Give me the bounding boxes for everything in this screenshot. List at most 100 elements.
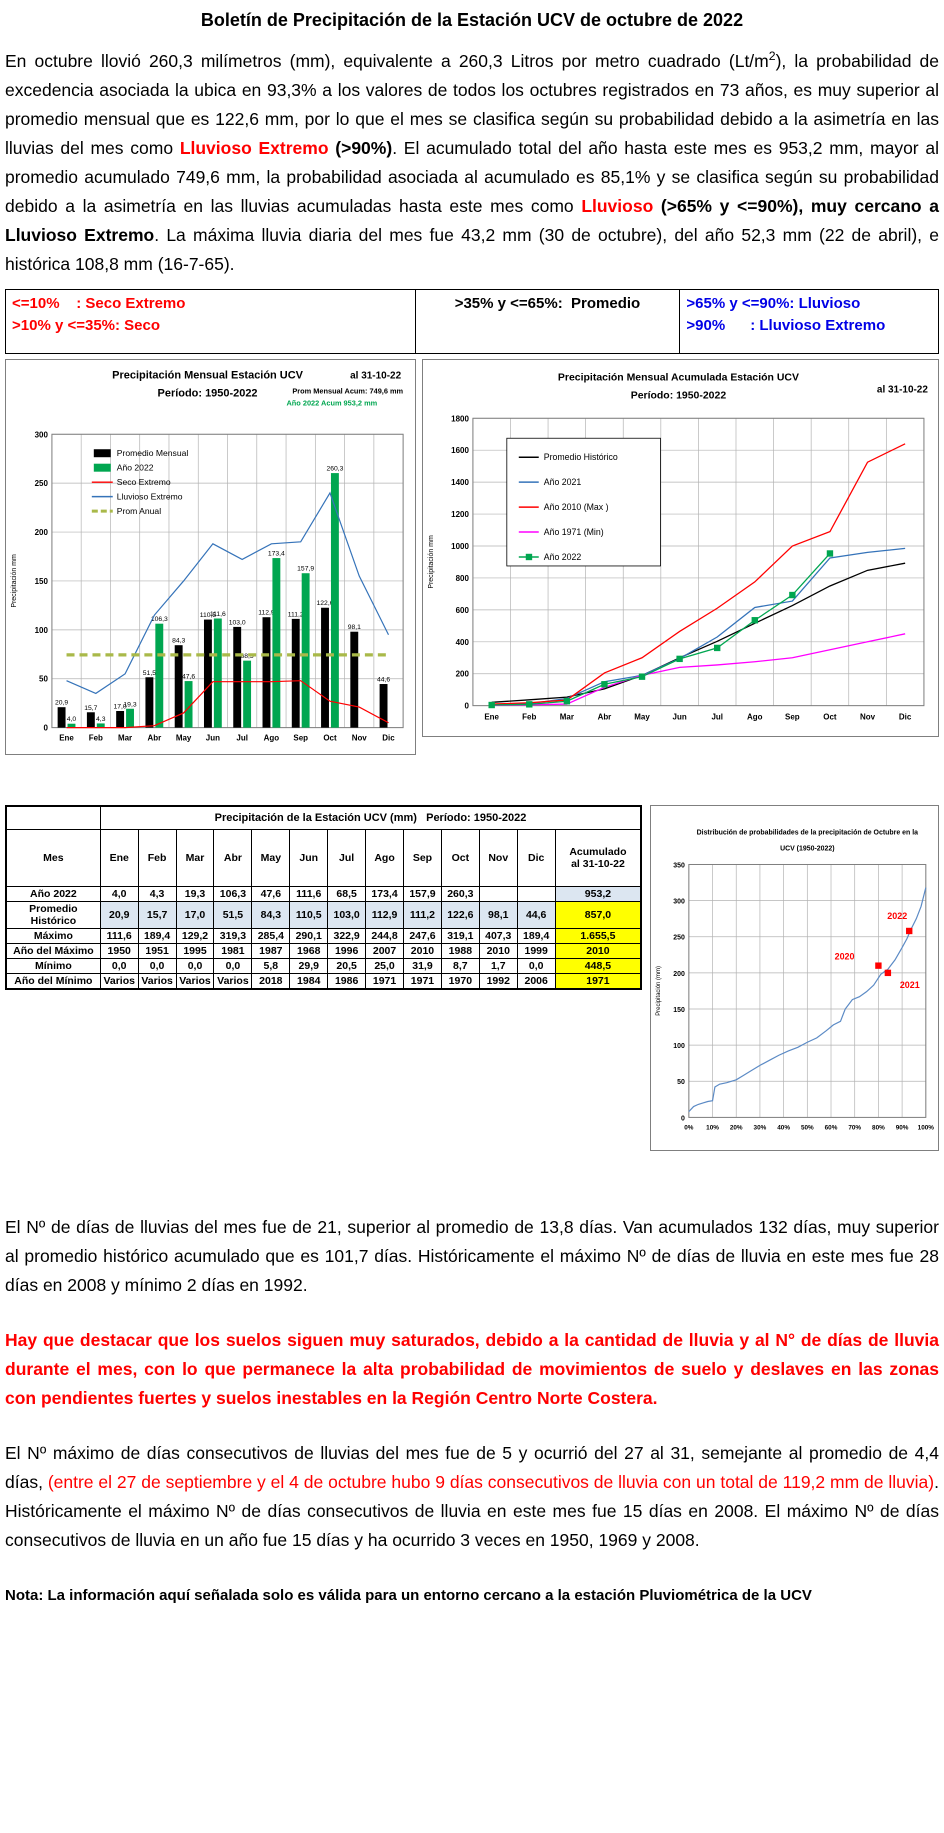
consecutive-days-paragraph: El Nº máximo de días consecutivos de llu…: [5, 1443, 939, 1550]
svg-text:Promedio Mensual: Promedio Mensual: [117, 448, 189, 458]
svg-text:17,0: 17,0: [114, 704, 127, 711]
svg-text:19,3: 19,3: [123, 701, 136, 708]
legend-seco-cell: <=10% : Seco Extremo >10% y <=35%: Seco: [5, 289, 416, 354]
table-cell: 1971: [365, 973, 404, 990]
svg-text:Precipitación (mm): Precipitación (mm): [656, 966, 662, 1016]
svg-text:112,9: 112,9: [258, 610, 275, 617]
page-title: Boletín de Precipitación de la Estación …: [200, 10, 744, 30]
svg-text:Precipitación mm: Precipitación mm: [428, 535, 435, 589]
svg-text:Mar: Mar: [560, 713, 574, 722]
table-cell: 319,3: [213, 928, 253, 944]
table-cell: 25,0: [365, 958, 404, 974]
svg-text:Jun: Jun: [673, 713, 687, 722]
svg-text:800: 800: [456, 574, 470, 583]
row-label: Año 2022: [5, 886, 101, 902]
svg-text:Período: 1950-2022: Período: 1950-2022: [158, 387, 258, 399]
svg-text:Lluvioso Extremo: Lluvioso Extremo: [117, 492, 183, 502]
svg-text:350: 350: [673, 862, 685, 869]
svg-text:600: 600: [456, 606, 470, 615]
svg-text:68,5: 68,5: [241, 653, 254, 660]
svg-text:Año 2010 (Max ): Año 2010 (Max ): [544, 502, 609, 512]
table-cell: 0,0: [516, 958, 556, 974]
column-header-month: Sep: [403, 829, 442, 887]
precipitation-table: Precipitación de la Estación UCV (mm) Pe…: [5, 805, 643, 990]
table-cell: 1986: [327, 973, 367, 990]
table-cell: 0,0: [213, 958, 253, 974]
column-header-month: Abr: [213, 829, 253, 887]
table-cell: 2006: [516, 973, 556, 990]
svg-text:50: 50: [39, 675, 48, 684]
table-cell: 173,4: [365, 886, 404, 902]
table-cell: 290,1: [289, 928, 329, 944]
svg-text:400: 400: [456, 638, 470, 647]
svg-text:110,5: 110,5: [200, 612, 217, 619]
intro-paragraph: En octubre llovió 260,3 milímetros (mm),…: [5, 49, 939, 274]
svg-text:UCV (1950-2022): UCV (1950-2022): [780, 846, 835, 853]
legend-seco-label: >10% y <=35%: Seco: [12, 317, 161, 334]
column-header-month: Jul: [327, 829, 367, 887]
column-header-month: Dic: [516, 829, 556, 887]
svg-text:Precipitación mm: Precipitación mm: [11, 554, 18, 608]
svg-text:260,3: 260,3: [326, 466, 343, 473]
svg-text:Año 2022: Año 2022: [117, 463, 154, 473]
table-cell: 1984: [289, 973, 329, 990]
svg-text:70%: 70%: [849, 1124, 862, 1131]
svg-text:44,6: 44,6: [377, 677, 390, 684]
table-cell: 1999: [516, 943, 556, 959]
table-cell-acumulado: 857,0: [554, 901, 642, 929]
svg-text:1200: 1200: [451, 510, 469, 519]
svg-text:15,7: 15,7: [84, 705, 97, 712]
svg-text:100%: 100%: [918, 1124, 935, 1131]
svg-text:Sep: Sep: [785, 713, 800, 722]
svg-text:Ago: Ago: [747, 713, 763, 722]
table-cell: 285,4: [251, 928, 291, 944]
svg-text:Ene: Ene: [484, 713, 499, 722]
table-cell: [516, 886, 556, 902]
svg-text:300: 300: [673, 899, 685, 906]
table-cell: 2018: [251, 973, 291, 990]
legend-lluvioso-cell: >65% y <=90%: Lluvioso >90% : Lluvioso E…: [679, 289, 939, 354]
column-header-month: May: [251, 829, 291, 887]
table-cell: 29,9: [289, 958, 329, 974]
table-cell: 19,3: [175, 886, 215, 902]
svg-text:98,1: 98,1: [348, 624, 361, 631]
column-header-month: Ago: [365, 829, 404, 887]
table-cell: 1971: [403, 973, 442, 990]
svg-text:Año 2022: Año 2022: [544, 552, 582, 562]
svg-text:40%: 40%: [778, 1124, 791, 1131]
svg-text:100: 100: [673, 1043, 685, 1050]
table-cell: 8,7: [440, 958, 480, 974]
table-cell: Varios: [99, 973, 139, 990]
svg-text:122,6: 122,6: [317, 600, 334, 607]
svg-text:Mar: Mar: [118, 734, 132, 743]
svg-text:111,6: 111,6: [210, 611, 226, 618]
svg-text:2021: 2021: [900, 980, 920, 990]
table-title: Precipitación de la Estación UCV (mm) Pe…: [99, 805, 642, 830]
svg-text:Dic: Dic: [899, 713, 912, 722]
table-cell: 111,2: [403, 901, 442, 929]
legend-promedio-cell: >35% y <=65%: Promedio: [414, 289, 681, 354]
svg-text:Jul: Jul: [712, 713, 724, 722]
svg-text:0: 0: [43, 724, 48, 733]
probability-distribution-chart: 0 50 100 150 200 250 300 350 0% 10% 20% 30% 40% 50% 60…: [650, 805, 939, 1151]
table-cell: 15,7: [137, 901, 177, 929]
svg-text:90%: 90%: [896, 1124, 909, 1131]
svg-text:Distribución de probabilidades: Distribución de probabilidades de la pre…: [697, 830, 919, 837]
svg-text:60%: 60%: [825, 1124, 838, 1131]
table-cell: 20,5: [327, 958, 367, 974]
table-cell: 1,7: [478, 958, 518, 974]
table-cell: 319,1: [440, 928, 480, 944]
svg-text:10%: 10%: [706, 1124, 719, 1131]
svg-text:Precipitación Mensual Acumulad: Precipitación Mensual Acumulada Estación…: [558, 372, 799, 383]
table-cell-acumulado: 1.655,5: [554, 928, 642, 944]
table-cell: 0,0: [137, 958, 177, 974]
svg-text:Período: 1950-2022: Período: 1950-2022: [631, 390, 727, 401]
legend-promedio-label: >35% y <=65%: Promedio: [454, 295, 641, 312]
table-cell: 111,6: [289, 886, 329, 902]
svg-text:51,5: 51,5: [143, 670, 156, 677]
table-cell: 47,6: [251, 886, 291, 902]
table-cell: 157,9: [403, 886, 442, 902]
svg-text:Feb: Feb: [89, 734, 103, 743]
table-row: Año del Máximo 1950 1951 1995 1981 1987 1968 19…: [5, 943, 642, 959]
table-cell: 20,9: [99, 901, 139, 929]
